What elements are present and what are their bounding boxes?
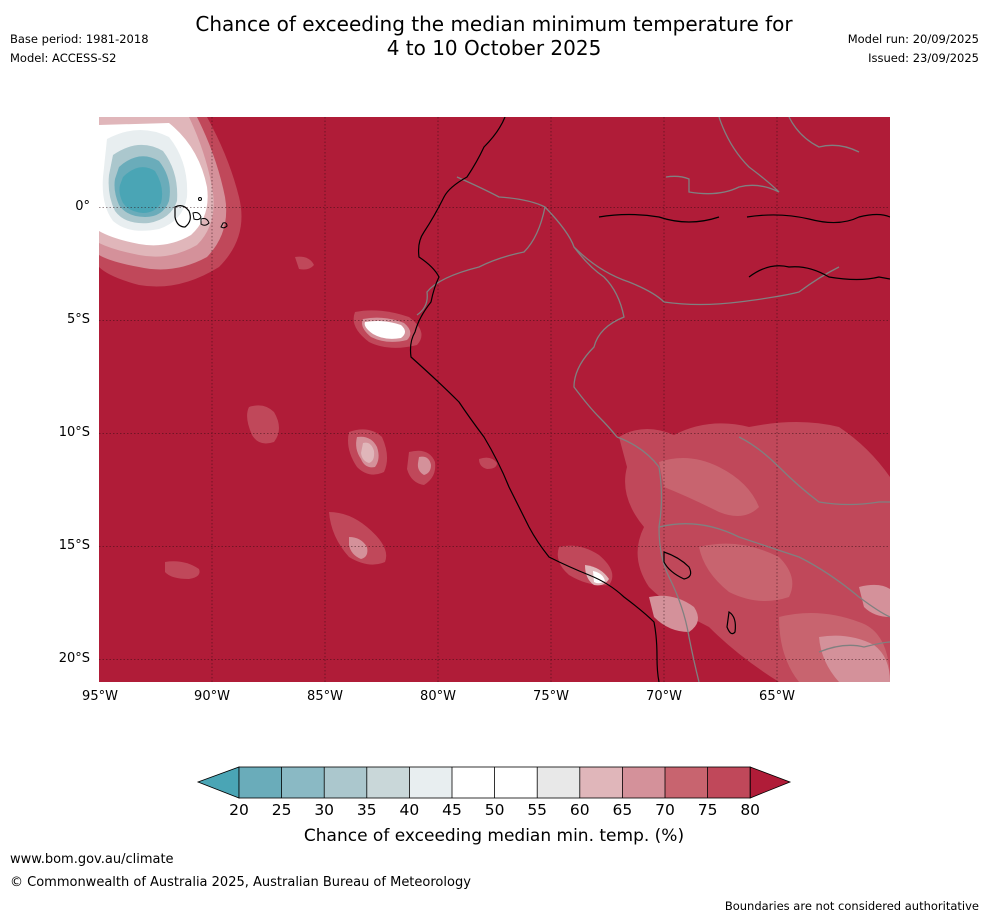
colorbar-bin-55-60 bbox=[537, 767, 580, 798]
colorbar-tick-55: 55 bbox=[527, 801, 548, 819]
colorbar-label: Chance of exceeding median min. temp. (%… bbox=[303, 826, 685, 846]
colorbar-tick-70: 70 bbox=[655, 801, 675, 819]
lat-label-20s: 20°S bbox=[58, 651, 90, 666]
footer-copyright: © Commonwealth of Australia 2025, Austra… bbox=[10, 875, 471, 890]
colorbar-below-arrow bbox=[196, 766, 240, 799]
colorbar-tick-30: 30 bbox=[314, 801, 335, 819]
colorbar-bin-50-55 bbox=[494, 767, 538, 798]
lon-label-80w: 80°W bbox=[420, 689, 456, 704]
footer-url: www.bom.gov.au/climate bbox=[10, 852, 174, 867]
colorbar-bin-25-30 bbox=[281, 767, 325, 798]
colorbar bbox=[196, 766, 792, 799]
colorbar-bin-30-35 bbox=[324, 767, 367, 798]
galapagos-anomaly bbox=[99, 117, 242, 287]
colorbar-tick-60: 60 bbox=[569, 801, 590, 819]
colorbar-bin-60-65 bbox=[579, 767, 623, 798]
colorbar-above-arrow bbox=[749, 766, 792, 799]
map-title: Chance of exceeding the median minimum t… bbox=[0, 12, 988, 60]
meta-left: Base period: 1981-2018 Model: ACCESS-S2 bbox=[10, 30, 149, 68]
country-borders bbox=[416, 117, 890, 682]
colorbar-tick-75: 75 bbox=[697, 801, 718, 819]
title-line-1: Chance of exceeding the median minimum t… bbox=[195, 12, 793, 36]
model-text: Model: ACCESS-S2 bbox=[10, 51, 117, 65]
lat-label-15s: 15°S bbox=[58, 538, 90, 553]
colorbar-tick-80: 80 bbox=[740, 801, 761, 819]
lon-label-85w: 85°W bbox=[307, 689, 343, 704]
lon-label-90w: 90°W bbox=[194, 689, 230, 704]
lat-label-10s: 10°S bbox=[58, 425, 90, 440]
gridlines bbox=[99, 117, 890, 682]
lat-label-5s: 5°S bbox=[66, 312, 90, 327]
meta-right: Model run: 20/09/2025 Issued: 23/09/2025 bbox=[848, 30, 979, 68]
colorbar-bin-20-25 bbox=[239, 767, 282, 798]
coastline bbox=[409, 117, 890, 682]
colorbar-tick-65: 65 bbox=[612, 801, 633, 819]
colorbar-tick-20: 20 bbox=[229, 801, 249, 819]
colorbar-bin-45-50 bbox=[452, 767, 495, 798]
colorbar-tick-25: 25 bbox=[271, 801, 292, 819]
colorbar-tick-50: 50 bbox=[484, 801, 505, 819]
colorbar-tick-35: 35 bbox=[356, 801, 377, 819]
colorbar-bin-40-45 bbox=[409, 767, 452, 798]
lon-label-75w: 75°W bbox=[533, 689, 569, 704]
colorbar-bin-70-75 bbox=[665, 767, 708, 798]
colorbar-tick-45: 45 bbox=[442, 801, 462, 819]
colorbar-bin-65-70 bbox=[622, 767, 665, 798]
issued-text: Issued: 23/09/2025 bbox=[868, 51, 979, 65]
lon-label-65w: 65°W bbox=[759, 689, 795, 704]
base-period-text: Base period: 1981-2018 bbox=[10, 32, 149, 46]
lat-label-0: 0° bbox=[75, 199, 90, 214]
colorbar-tick-40: 40 bbox=[399, 801, 420, 819]
forecast-map bbox=[99, 117, 890, 682]
title-line-2: 4 to 10 October 2025 bbox=[386, 36, 602, 60]
footer-disclaimer: Boundaries are not considered authoritat… bbox=[724, 899, 979, 913]
model-run-text: Model run: 20/09/2025 bbox=[847, 32, 979, 46]
anomaly-patches bbox=[165, 256, 613, 586]
colorbar-bin-75-80 bbox=[707, 767, 751, 798]
lon-label-70w: 70°W bbox=[646, 689, 682, 704]
colorbar-bin-35-40 bbox=[366, 767, 410, 798]
lon-label-95w: 95°W bbox=[82, 689, 118, 704]
